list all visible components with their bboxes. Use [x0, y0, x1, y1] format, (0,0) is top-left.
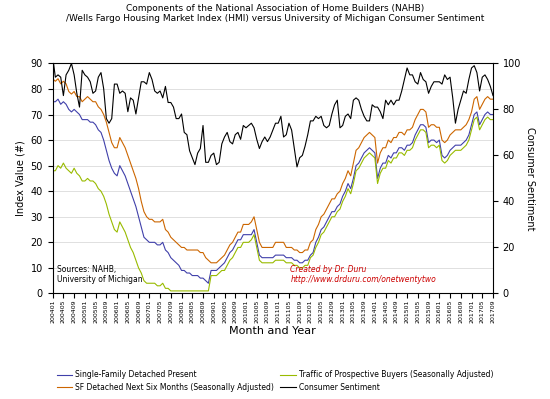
Consumer Sentiment [63, 73, 69, 77]
Line: Traffic of Prospective Buyers (Seasonally Adjusted): Traffic of Prospective Buyers (Seasonall… [53, 117, 493, 291]
Single-Family Detached Present [103, 148, 109, 153]
SF Detached Next Six Months (Seasonally Adjusted) [208, 261, 214, 265]
Text: Components of the National Association of Home Builders (NAHB)
/Wells Fargo Hous: Components of the National Association o… [66, 4, 484, 24]
Consumer Sentiment [50, 54, 56, 59]
Text: Created by Dr. Duru
http://www.drduru.com/onetwentytwo: Created by Dr. Duru http://www.drduru.co… [290, 265, 436, 284]
Traffic of Prospective Buyers (Seasonally Adjusted) [168, 288, 174, 293]
Traffic of Prospective Buyers (Seasonally Adjusted) [474, 115, 480, 119]
Consumer Sentiment [211, 151, 217, 156]
Single-Family Detached Present [65, 107, 72, 112]
Consumer Sentiment [393, 98, 400, 103]
Consumer Sentiment [100, 86, 107, 91]
Line: Consumer Sentiment: Consumer Sentiment [53, 57, 493, 167]
Single-Family Detached Present [216, 265, 222, 270]
Text: Sources: NAHB,
University of Michigan: Sources: NAHB, University of Michigan [57, 265, 142, 284]
Line: Single-Family Detached Present: Single-Family Detached Present [53, 99, 493, 283]
Y-axis label: Index Value (#): Index Value (#) [15, 140, 25, 216]
SF Detached Next Six Months (Seasonally Adjusted) [63, 81, 69, 86]
Single-Family Detached Present [490, 112, 496, 117]
Single-Family Detached Present [353, 163, 359, 168]
Traffic of Prospective Buyers (Seasonally Adjusted) [393, 156, 400, 160]
Consumer Sentiment [92, 89, 99, 93]
Traffic of Prospective Buyers (Seasonally Adjusted) [63, 166, 69, 171]
SF Detached Next Six Months (Seasonally Adjusted) [100, 112, 107, 117]
Single-Family Detached Present [54, 97, 61, 102]
Traffic of Prospective Buyers (Seasonally Adjusted) [100, 194, 107, 199]
SF Detached Next Six Months (Seasonally Adjusted) [393, 135, 400, 140]
Legend: Single-Family Detached Present, SF Detached Next Six Months (Seasonally Adjusted: Single-Family Detached Present, SF Detac… [54, 367, 496, 395]
Traffic of Prospective Buyers (Seasonally Adjusted) [213, 273, 220, 278]
Traffic of Prospective Buyers (Seasonally Adjusted) [490, 117, 496, 122]
Single-Family Detached Present [50, 99, 56, 104]
Single-Family Detached Present [205, 281, 212, 286]
SF Detached Next Six Months (Seasonally Adjusted) [50, 76, 56, 81]
Traffic of Prospective Buyers (Seasonally Adjusted) [350, 181, 357, 186]
Line: SF Detached Next Six Months (Seasonally Adjusted): SF Detached Next Six Months (Seasonally … [53, 79, 493, 263]
X-axis label: Month and Year: Month and Year [229, 326, 316, 336]
Single-Family Detached Present [396, 145, 403, 150]
SF Detached Next Six Months (Seasonally Adjusted) [213, 261, 220, 265]
Y-axis label: Consumer Sentiment: Consumer Sentiment [525, 126, 535, 230]
SF Detached Next Six Months (Seasonally Adjusted) [92, 99, 99, 104]
Traffic of Prospective Buyers (Seasonally Adjusted) [92, 181, 99, 186]
Consumer Sentiment [350, 98, 357, 103]
Traffic of Prospective Buyers (Seasonally Adjusted) [50, 168, 56, 173]
Consumer Sentiment [294, 164, 300, 169]
Consumer Sentiment [490, 93, 496, 98]
SF Detached Next Six Months (Seasonally Adjusted) [350, 161, 357, 166]
SF Detached Next Six Months (Seasonally Adjusted) [490, 97, 496, 102]
Single-Family Detached Present [95, 127, 102, 132]
